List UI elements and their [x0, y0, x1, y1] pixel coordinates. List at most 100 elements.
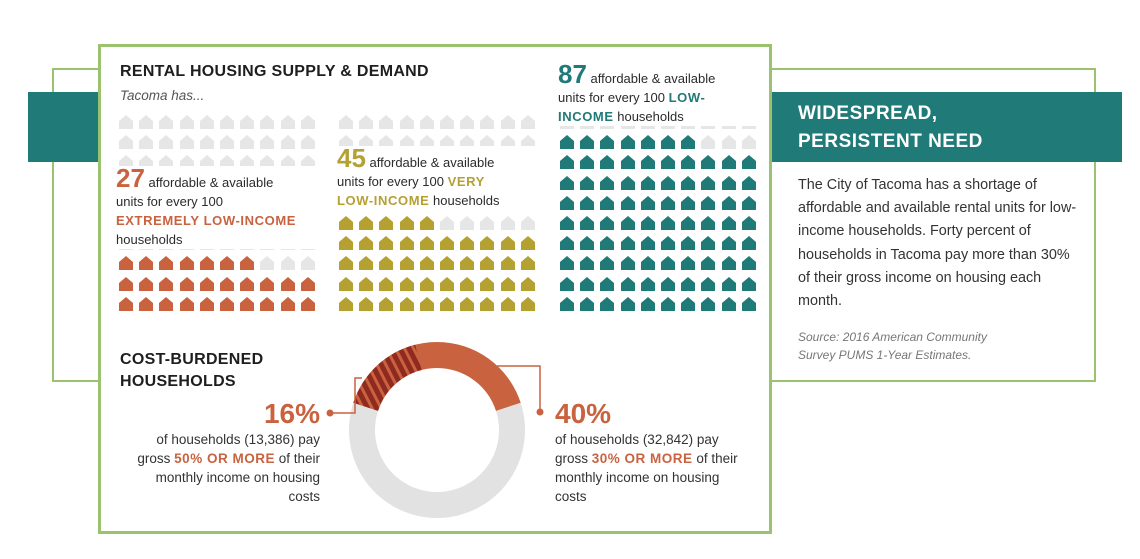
house-icon-filled	[359, 236, 374, 251]
house-icon-filled	[139, 296, 154, 311]
house-icon-filled	[560, 175, 574, 190]
left-text: of households (13,386) pay gross 50% OR …	[120, 430, 320, 506]
house-icon-filled	[640, 256, 655, 271]
house-icon-filled	[660, 155, 675, 170]
sidebar-title-line2: PERSISTENT NEED	[798, 131, 983, 152]
caption-low-text3: households	[617, 109, 684, 124]
house-icon-empty	[240, 135, 255, 150]
house-icon-filled	[701, 195, 716, 210]
caption-vlow-strong2: LOW-INCOME	[337, 193, 430, 208]
house-icon-filled	[419, 236, 434, 251]
left-line3: monthly income on housing	[155, 470, 320, 485]
house-icon-filled	[379, 236, 394, 251]
house-icon-empty	[119, 115, 133, 129]
house-icon-empty	[439, 135, 454, 150]
house-icon-filled	[600, 296, 615, 311]
house-icon-filled	[620, 175, 635, 190]
caption-low-text1: affordable & available	[590, 71, 716, 86]
left-line4: costs	[288, 489, 320, 504]
house-icon-filled	[399, 215, 414, 230]
house-icon-filled	[419, 276, 434, 291]
sidebar-body: The City of Tacoma has a shortage of aff…	[798, 177, 1077, 310]
house-icon-filled	[600, 256, 615, 271]
house-icon-filled	[620, 236, 635, 251]
house-icon-filled	[300, 276, 315, 291]
house-icon-filled	[240, 276, 255, 291]
house-icon-filled	[580, 215, 595, 230]
house-icon-filled	[219, 276, 234, 291]
caption-vlow-number: 45	[337, 143, 366, 173]
house-icon-filled	[560, 215, 574, 230]
house-icon-filled	[681, 215, 696, 230]
house-icon-empty	[300, 155, 315, 170]
house-icon-filled	[580, 175, 595, 190]
house-icon-filled	[359, 215, 374, 230]
house-icon-filled	[580, 276, 595, 291]
house-icon-filled	[600, 155, 615, 170]
house-icon-filled	[660, 195, 675, 210]
caption-vlow-strong1: VERY	[447, 174, 485, 189]
right-pct: 40%	[555, 398, 612, 429]
house-icon-empty	[399, 115, 414, 129]
house-icon-filled	[199, 276, 214, 291]
house-icon-filled	[681, 135, 696, 150]
donut-slice-rest	[349, 402, 525, 518]
house-icon-filled	[119, 276, 133, 291]
caption-vlow-text2: units for every 100	[337, 174, 444, 189]
house-icon-filled	[139, 256, 154, 271]
house-icon-empty	[439, 115, 454, 129]
house-icon-filled	[741, 155, 756, 170]
source-line1: Source: 2016 American Community	[798, 330, 987, 344]
house-icon-filled	[701, 175, 716, 190]
house-icon-filled	[600, 135, 615, 150]
left-strong: 50% OR MORE	[174, 451, 275, 466]
house-icon-filled	[580, 236, 595, 251]
house-icon-empty	[159, 135, 174, 150]
caption-elow-strong: EXTREMELY LOW-INCOME	[116, 213, 297, 228]
house-icon-filled	[640, 215, 655, 230]
house-icon-filled	[620, 155, 635, 170]
caption-low-number: 87	[558, 59, 587, 89]
left-line2: gross 50% OR MORE of their	[120, 449, 320, 468]
house-icon-filled	[640, 276, 655, 291]
house-icon-filled	[339, 276, 353, 291]
house-icon-filled	[660, 175, 675, 190]
caption-extremely-low: 27 affordable & available units for ever…	[116, 165, 327, 249]
house-icon-empty	[500, 115, 515, 129]
house-icon-filled	[741, 276, 756, 291]
right-line4: costs	[555, 489, 587, 504]
house-icon-empty	[439, 215, 454, 230]
house-icon-filled	[560, 296, 574, 311]
house-icon-empty	[119, 155, 133, 170]
house-icon-filled	[419, 215, 434, 230]
house-icon-empty	[280, 155, 295, 170]
house-icon-filled	[379, 276, 394, 291]
house-icon-filled	[580, 195, 595, 210]
house-icon-filled	[721, 215, 736, 230]
house-icon-empty	[460, 135, 475, 150]
house-icon-empty	[260, 135, 275, 150]
house-icon-filled	[379, 256, 394, 271]
house-icon-filled	[741, 175, 756, 190]
source-line2: Survey PUMS 1-Year Estimates.	[798, 348, 972, 362]
house-icon-filled	[681, 256, 696, 271]
house-icon-empty	[139, 155, 154, 170]
house-icon-empty	[419, 115, 434, 129]
house-icon-filled	[240, 256, 255, 271]
house-icon-filled	[681, 276, 696, 291]
house-icon-filled	[660, 296, 675, 311]
house-icon-empty	[480, 215, 495, 230]
house-icon-filled	[460, 236, 475, 251]
house-icon-empty	[721, 135, 736, 150]
house-icon-filled	[741, 215, 756, 230]
leader-line-right	[497, 365, 541, 412]
house-icon-empty	[139, 135, 154, 150]
supply-title: RENTAL HOUSING SUPPLY & DEMAND	[120, 63, 429, 80]
house-icon-filled	[640, 195, 655, 210]
house-icon-filled	[339, 236, 353, 251]
house-icon-filled	[620, 256, 635, 271]
house-icon-filled	[741, 195, 756, 210]
house-icon-filled	[379, 296, 394, 311]
house-icon-filled	[560, 276, 574, 291]
house-icon-empty	[179, 135, 194, 150]
